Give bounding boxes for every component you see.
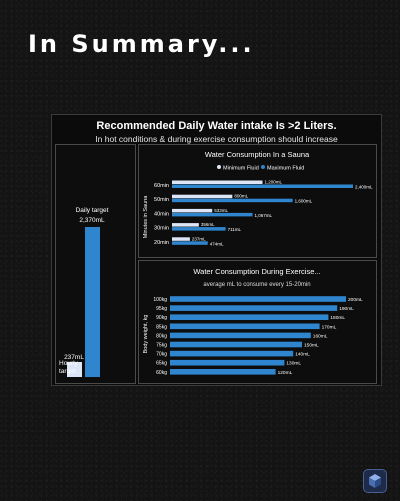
chart-title: Water Consumption During Exercise...: [193, 267, 320, 276]
tick-label: 100kg: [153, 297, 167, 303]
data-label: 120mL: [278, 370, 293, 376]
data-label: 800mL: [234, 194, 248, 199]
data-label: 2,400mL: [355, 185, 373, 190]
data-label: 200mL: [348, 297, 363, 303]
sauna-svg: Water Consumption In a Sauna Minimum Flui…: [143, 150, 373, 246]
data-label: 190mL: [339, 306, 354, 312]
bar-minimum: [172, 194, 233, 199]
legend-label: Maximum Fluid: [267, 166, 304, 172]
data-label: 1,067mL: [254, 213, 272, 218]
bar-minimum: [172, 223, 199, 227]
tick-label: 20min: [154, 240, 169, 246]
summary-panel: Recommended Daily Water intake Is >2 Lit…: [51, 114, 382, 386]
bar: [170, 305, 338, 311]
category-label: target: [59, 368, 76, 375]
bar-maximum: [172, 227, 226, 231]
tick-label: 40min: [154, 211, 169, 217]
data-label: 1,200mL: [265, 180, 283, 185]
legend-marker: [261, 165, 265, 169]
data-label: 160mL: [313, 333, 328, 339]
axis-title: Body weight, kg: [143, 315, 149, 354]
chart-subtitle: average mL to consume every 15-20min: [203, 282, 310, 288]
tick-label: 60kg: [156, 370, 167, 376]
data-label: 237mL: [192, 236, 206, 241]
bar: [170, 332, 311, 339]
data-label: 150mL: [304, 343, 319, 349]
bar-daily-target: [85, 227, 100, 377]
panel-subtitle: In hot conditions & during exercise cons…: [95, 134, 338, 144]
bar-maximum: [172, 241, 208, 245]
data-label: 170mL: [322, 324, 337, 330]
tick-label: 65kg: [156, 361, 167, 367]
data-label: 140mL: [295, 352, 310, 358]
tick-label: 75kg: [156, 343, 167, 349]
bar-minimum: [172, 237, 190, 241]
bar: [170, 341, 302, 348]
tick-label: 60min: [154, 183, 169, 189]
data-label: 356mL: [201, 222, 215, 227]
bar-minimum: [172, 180, 263, 184]
data-label: 180mL: [330, 315, 345, 321]
tick-label: 90kg: [156, 315, 167, 321]
chart-title: Water Consumption In a Sauna: [205, 150, 310, 159]
tick-label: 70kg: [156, 352, 167, 358]
tick-label: 50min: [154, 197, 169, 203]
sauna-chart: Water Consumption In a Sauna Minimum Flui…: [138, 144, 377, 258]
data-label: 711mL: [228, 227, 242, 232]
bar: [170, 359, 285, 366]
tick-label: 85kg: [156, 324, 167, 330]
exercise-chart: Water Consumption During Exercise... aver…: [138, 260, 377, 384]
bar: [170, 369, 276, 375]
bar: [170, 314, 329, 320]
exercise-svg: Water Consumption During Exercise... aver…: [143, 267, 363, 376]
value-label: 2,370mL: [79, 217, 105, 224]
tick-label: 30min: [154, 226, 169, 232]
cube-icon: [369, 474, 381, 488]
legend-label: Minimum Fluid: [223, 166, 259, 172]
bar-maximum: [172, 212, 253, 217]
cube-logo: [363, 469, 387, 493]
value-label: 237mL: [64, 354, 84, 361]
category-label: Daily target: [76, 207, 109, 214]
bar-minimum: [172, 208, 213, 213]
bar-maximum: [172, 198, 293, 203]
tick-label: 80kg: [156, 333, 167, 339]
data-label: 1,600mL: [295, 199, 313, 204]
bar-maximum: [172, 184, 353, 188]
data-label: 474mL: [210, 241, 224, 246]
axis-title: Minutes in Sauna: [143, 195, 149, 238]
legend-marker: [217, 165, 221, 169]
bar: [170, 350, 294, 357]
page-title: In Summary...: [28, 30, 255, 58]
bar-hourly-target: [67, 362, 82, 377]
daily-target-chart: Daily target 2,370mL 237mL Hourly target: [55, 144, 136, 384]
panel-title: Recommended Daily Water intake Is >2 Lit…: [96, 120, 337, 132]
data-label: 130mL: [286, 361, 301, 367]
tick-label: 95kg: [156, 306, 167, 312]
data-label: 533mL: [214, 208, 228, 213]
bar: [170, 296, 346, 302]
category-label: Hourly: [59, 360, 79, 367]
bar: [170, 323, 320, 330]
